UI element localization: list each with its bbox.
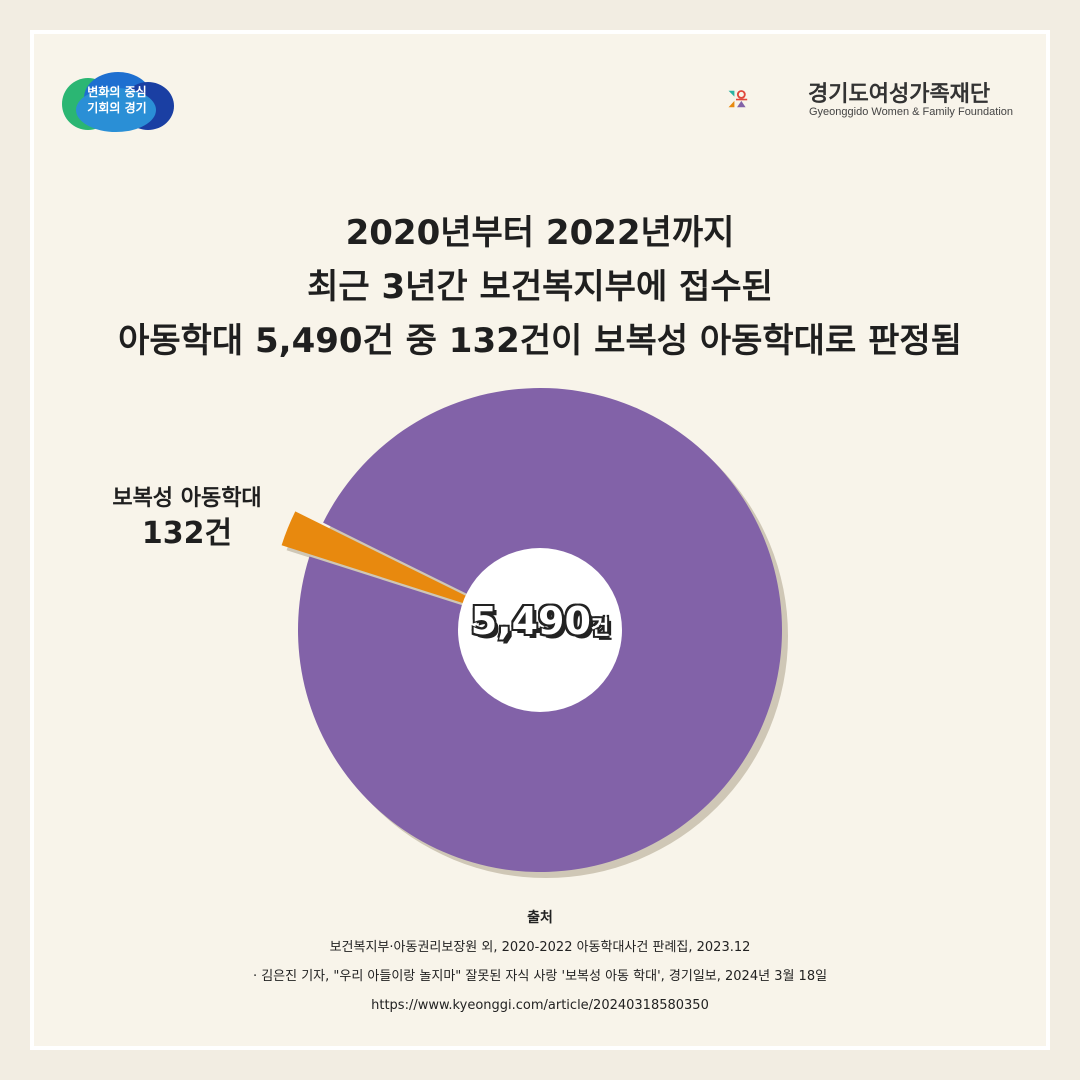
gyeonggi-slogan-logo-icon [62, 72, 174, 132]
exploded-slice-label: 보복성 아동학대 132건 [92, 484, 282, 554]
source-heading: 출처 [527, 910, 553, 926]
source-block: 출처 보건복지부·아동권리보장원 외, 2020-2022 아동학대사건 판례집… [40, 904, 1040, 1020]
total-unit: 건 [590, 615, 610, 639]
source-line: · 김은진 기자, "우리 아들이랑 놀지마" 잘못된 자식 사랑 '보복성 아… [252, 969, 828, 984]
pie-center-hole [458, 548, 622, 712]
foundation-name-english: Gyeonggido Women & Family Foundation [809, 106, 1014, 118]
pie-slice-0 [281, 511, 513, 619]
slice-value-label: 132건 [141, 516, 233, 551]
foundation-logo-icon [728, 90, 748, 108]
title-line: 아동학대 5,490건 중 132건이 보복성 아동학대로 판정됨 [118, 321, 962, 361]
foundation-name-korean: 경기도여성가족재단 [808, 82, 991, 107]
slice-category-label: 보복성 아동학대 [112, 486, 262, 511]
title-line: 2020년부터 2022년까지 [345, 213, 735, 253]
source-line: 보건복지부·아동권리보장원 외, 2020-2022 아동학대사건 판례집, 2… [329, 940, 751, 955]
title-line: 최근 3년간 보건복지부에 접수된 [307, 267, 773, 307]
page-title: 2020년부터 2022년까지 최근 3년간 보건복지부에 접수된 아동학대 5… [40, 206, 1040, 368]
slogan-logo-text: 변화의 중심 기회의 경기 [87, 85, 147, 115]
source-link[interactable]: https://www.kyeonggi.com/article/2024031… [371, 998, 709, 1013]
total-label: 5,490건 [440, 596, 640, 652]
total-value: 5,490 [470, 599, 591, 643]
